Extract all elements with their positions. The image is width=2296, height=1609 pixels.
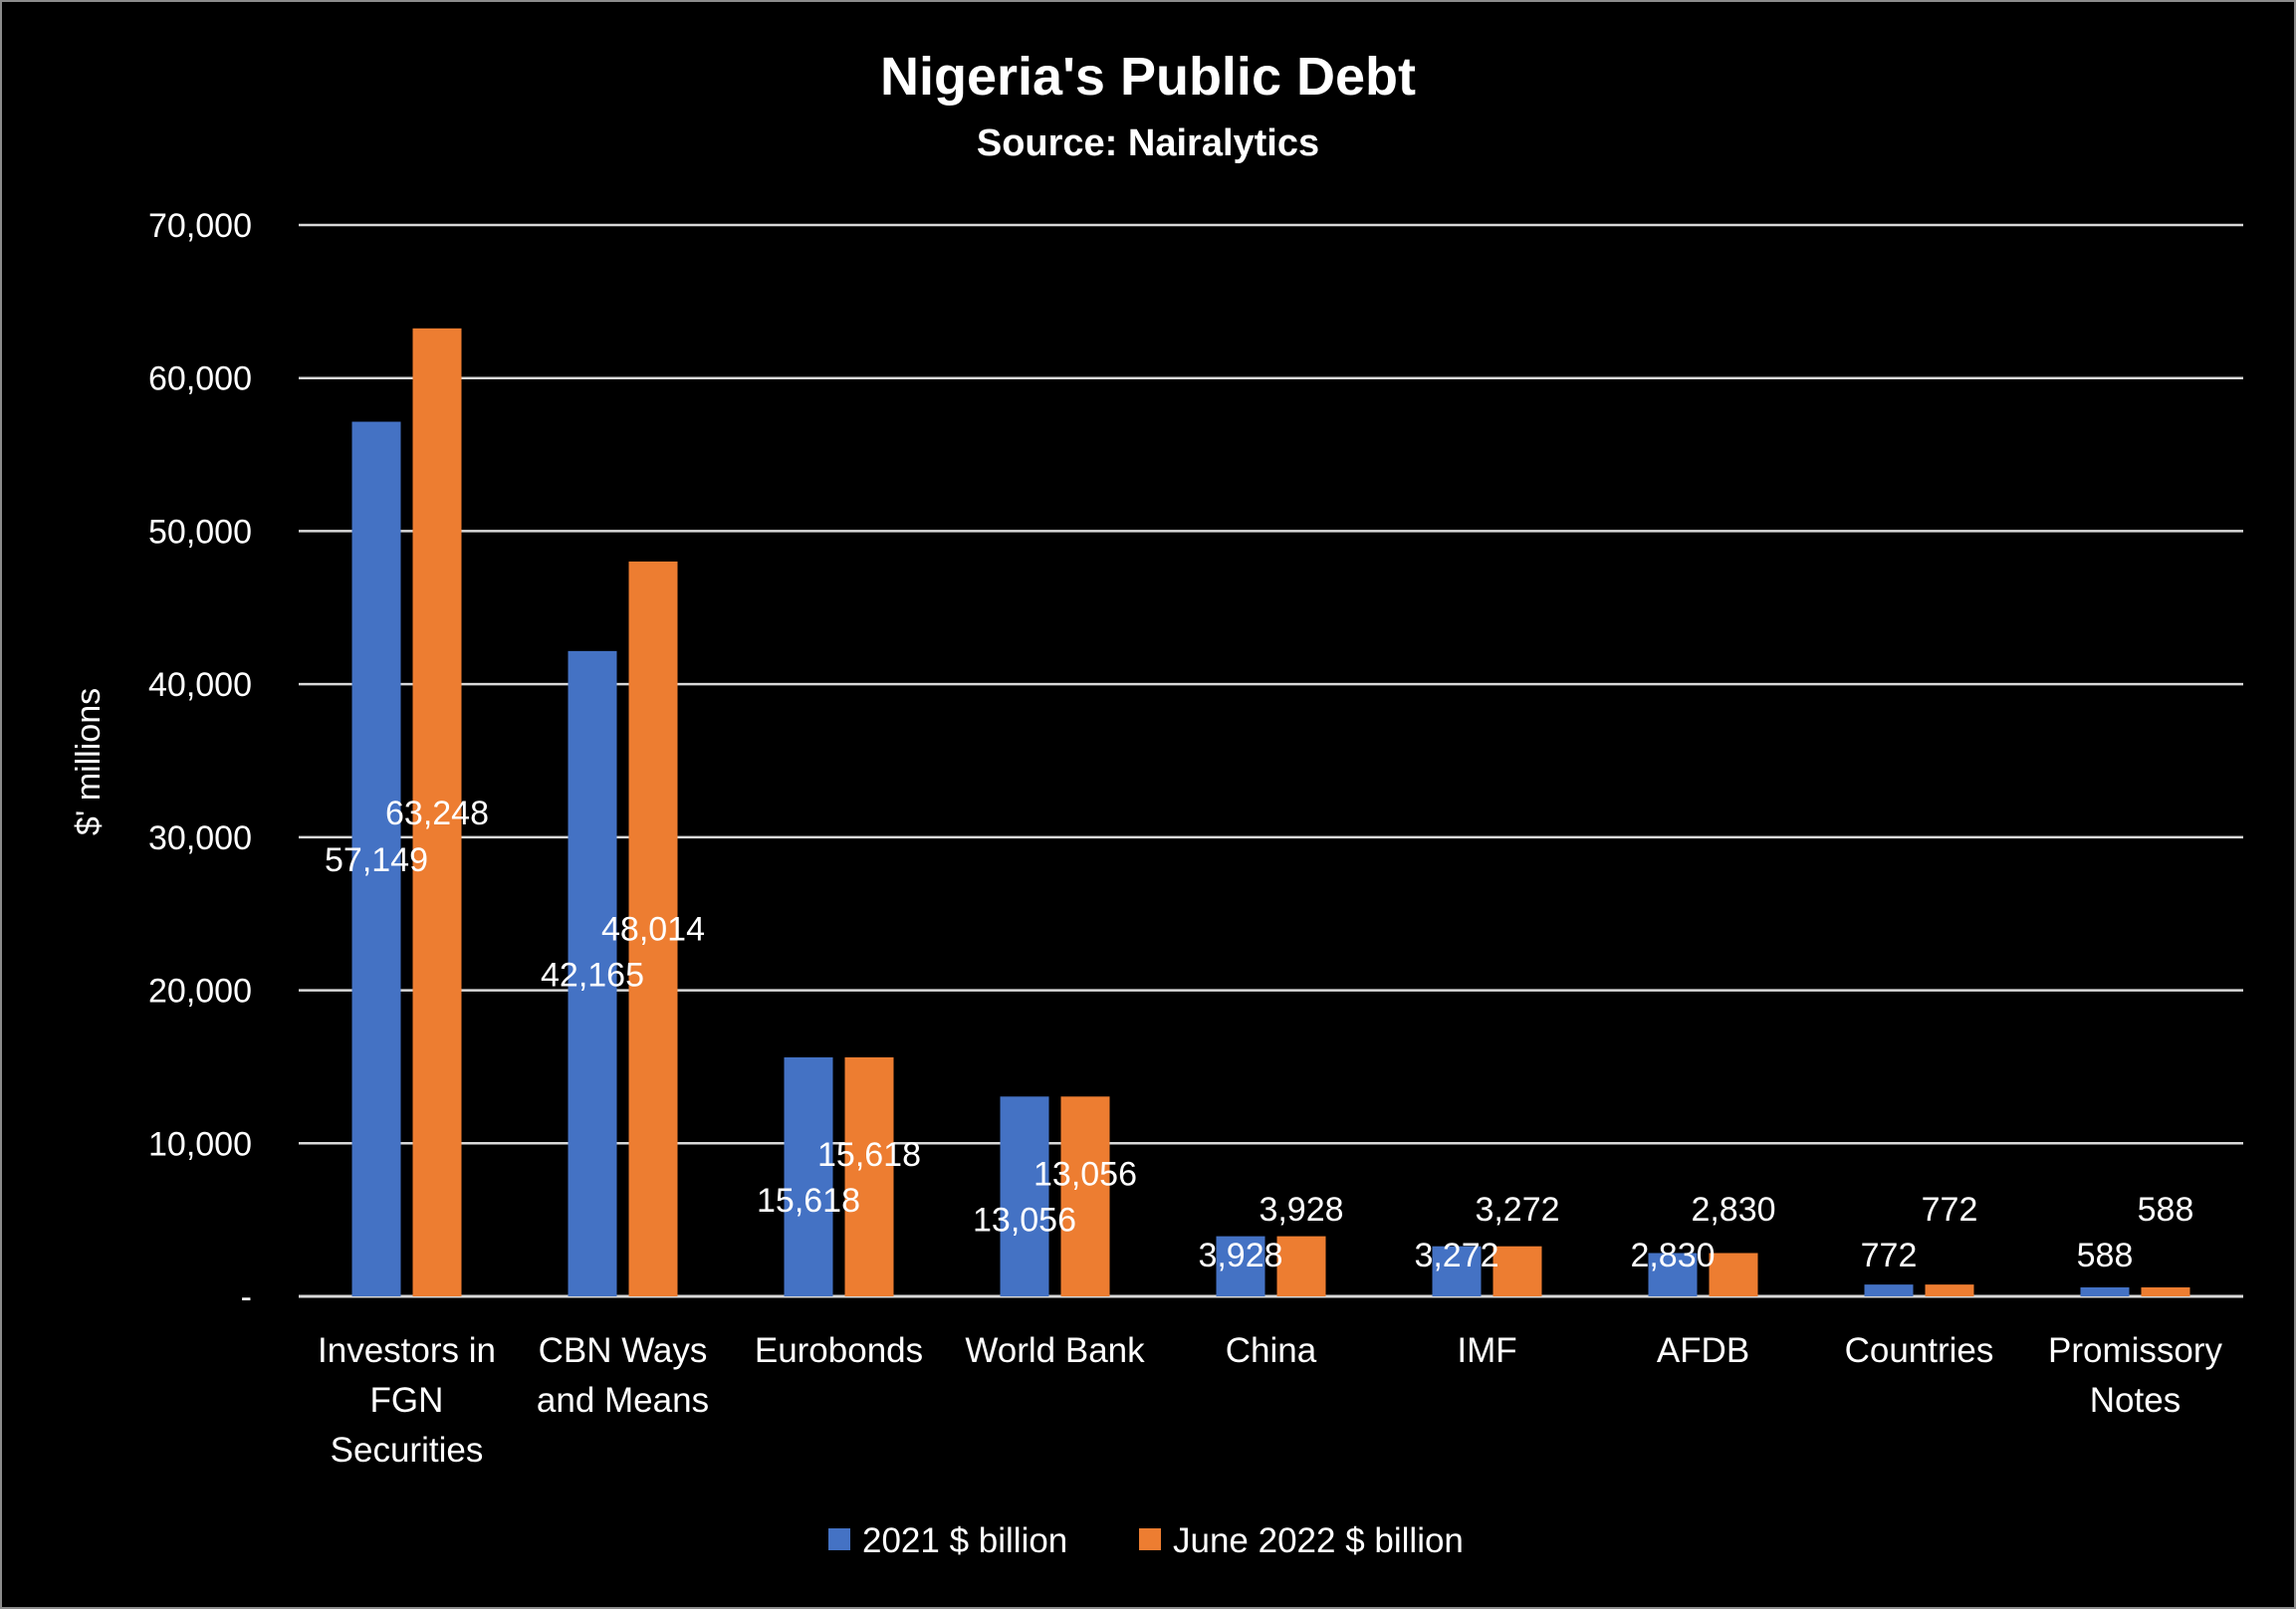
bar-2021 [351,421,401,1297]
bar-june-2022 [1276,1236,1326,1296]
data-label: 42,165 [541,956,644,994]
bar-2021 [1864,1284,1914,1296]
bar-2021 [784,1056,833,1296]
data-label: 3,928 [1198,1237,1282,1274]
y-axis-label: $' millions [70,688,108,835]
legend-label: 2021 $ billion [862,1521,1067,1560]
bar-june-2022 [1060,1096,1110,1296]
data-label: 13,056 [1033,1156,1137,1194]
data-label: 772 [1922,1191,1978,1229]
bar-june-2022 [412,328,462,1297]
data-label: 588 [2138,1191,2194,1229]
x-tick-label: and Means [537,1381,709,1420]
x-tick-label: AFDB [1657,1331,1749,1370]
y-tick-label: - [241,1278,252,1316]
bar-june-2022 [1492,1246,1542,1296]
bar-2021 [1216,1236,1265,1296]
data-label: 588 [2077,1237,2134,1274]
bar-june-2022 [1925,1284,1974,1296]
data-label: 3,272 [1475,1191,1559,1229]
legend-label: June 2022 $ billion [1173,1521,1464,1560]
data-label: 15,618 [817,1136,921,1174]
legend-swatch [1139,1528,1161,1550]
legend: 2021 $ billion June 2022 $ billion [828,1521,1464,1560]
y-tick-label: 70,000 [148,207,252,245]
x-axis-labels: Investors in FGN Securities CBN Ways and Mea… [318,1331,2222,1470]
bar-june-2022 [628,561,678,1296]
x-tick-label: China [1226,1331,1317,1370]
data-label: 48,014 [601,910,705,948]
bar-2021 [568,650,617,1296]
x-tick-label: Promissory [2048,1331,2223,1370]
bar-june-2022 [2141,1286,2190,1296]
x-tick-label: Securities [331,1431,484,1470]
x-tick-label: Notes [2090,1381,2181,1420]
x-tick-label: Eurobonds [755,1331,923,1370]
x-tick-label: FGN [370,1381,444,1420]
data-label: 63,248 [385,795,489,832]
y-tick-label: 40,000 [148,666,252,704]
data-label: 57,149 [325,841,428,879]
chart-title: Nigeria's Public Debt [880,47,1416,107]
bar-june-2022 [844,1056,894,1296]
chart-subtitle: Source: Nairalytics [977,122,1319,164]
x-tick-label: Investors in [318,1331,496,1370]
y-tick-label: 30,000 [148,819,252,857]
bar-2021 [1432,1246,1482,1296]
grid: - 10,000 20,000 30,000 40,000 50,000 60,000 70,… [148,207,2243,1316]
data-label: 2,830 [1630,1237,1715,1274]
data-label: 13,056 [973,1202,1076,1240]
data-label: 3,272 [1414,1237,1498,1274]
bar-2021 [1000,1096,1049,1296]
bar-2021 [1648,1253,1698,1296]
y-tick-label: 10,000 [148,1125,252,1163]
y-tick-label: 50,000 [148,513,252,551]
data-label: 772 [1861,1237,1918,1274]
y-tick-label: 60,000 [148,360,252,398]
x-tick-label: CBN Ways [539,1331,708,1370]
bar-june-2022 [1709,1253,1758,1296]
y-tick-label: 20,000 [148,973,252,1011]
legend-swatch [828,1528,850,1550]
bars [351,328,2190,1297]
data-label: 3,928 [1259,1191,1343,1229]
x-tick-label: IMF [1457,1331,1516,1370]
x-tick-label: World Bank [965,1331,1145,1370]
data-label: 2,830 [1691,1191,1775,1229]
x-tick-label: Countries [1845,1331,1994,1370]
data-labels: 57,149 63,248 42,165 48,014 15,618 15,618 13,0… [325,795,2193,1274]
bar-2021 [2080,1286,2130,1296]
data-label: 15,618 [757,1182,860,1220]
